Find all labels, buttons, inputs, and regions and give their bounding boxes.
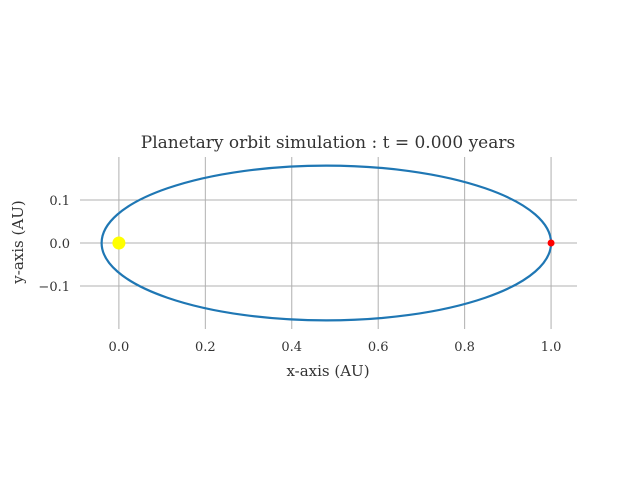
x-tick-label: 0.2 [195,340,216,355]
y-axis-label: y-axis (AU) [9,200,27,284]
grid-lines [80,157,577,329]
x-tick-label: 0.4 [281,340,302,355]
x-tick-label: 0.8 [454,340,475,355]
sun-marker [112,236,126,250]
x-tick-labels: 0.0 0.2 0.4 0.6 0.8 1.0 [109,340,562,355]
x-axis-label: x-axis (AU) [286,362,369,380]
y-tick-label: 0.1 [49,194,70,209]
x-tick-label: 0.6 [368,340,389,355]
y-tick-label: 0.0 [49,237,70,252]
x-tick-label: 0.0 [109,340,130,355]
planet-marker [547,239,555,247]
chart-title: Planetary orbit simulation : t = 0.000 y… [141,133,515,153]
y-tick-labels: −0.1 0.0 0.1 [38,194,70,295]
y-tick-label: −0.1 [38,280,70,295]
body-markers [112,236,555,250]
x-tick-label: 1.0 [541,340,562,355]
